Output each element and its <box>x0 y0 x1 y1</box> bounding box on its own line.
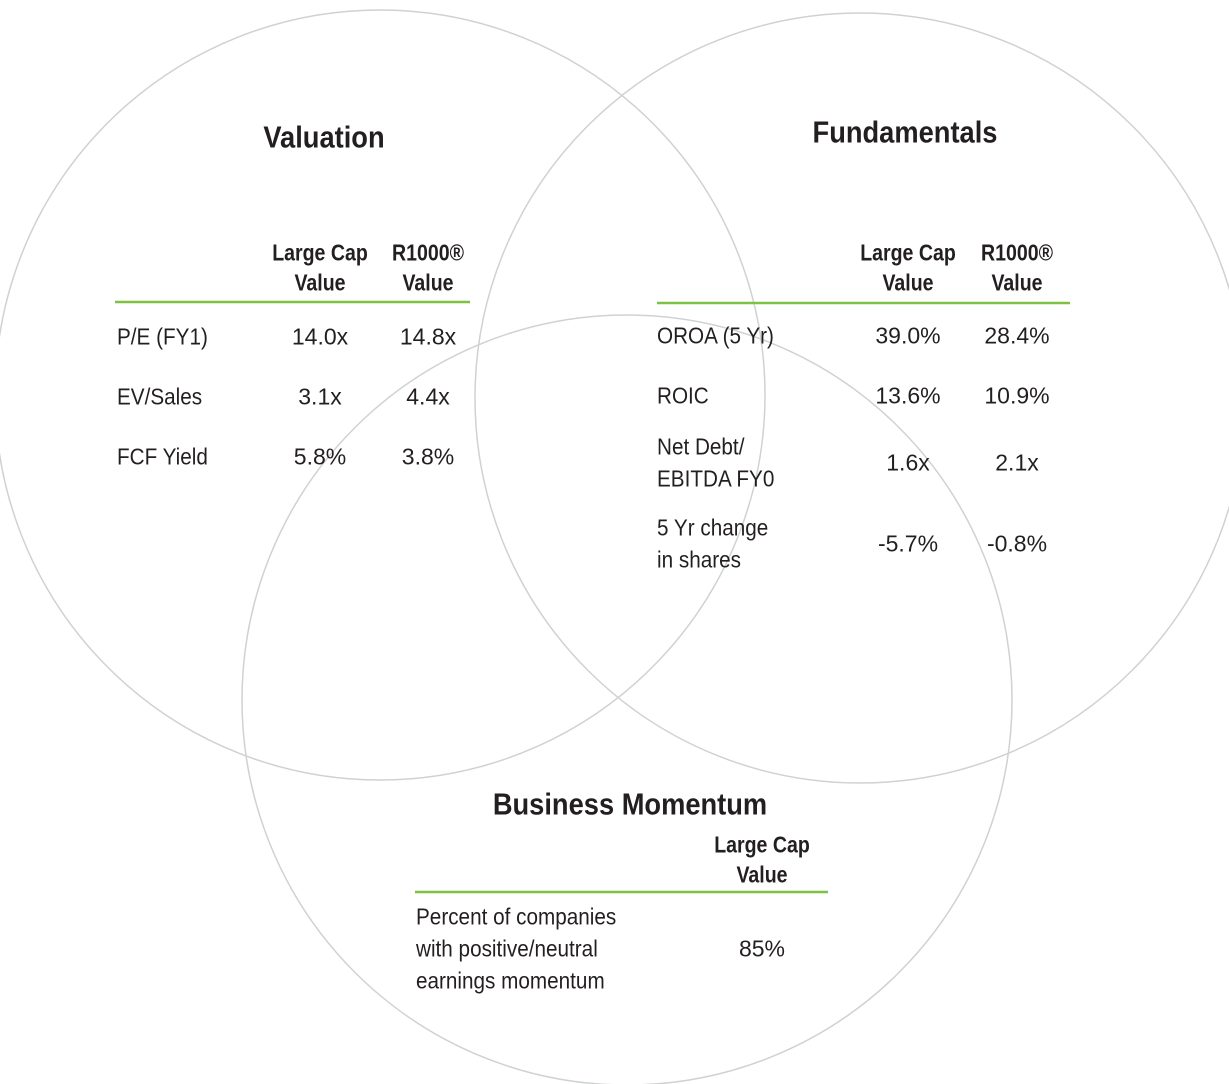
column-header: Value <box>294 269 346 296</box>
cell-value: 85% <box>738 935 786 962</box>
column-header: Value <box>991 269 1043 296</box>
row-label: 5 Yr change <box>657 514 769 541</box>
cell-value: 3.1x <box>298 383 342 410</box>
column-header: Value <box>402 269 454 296</box>
row-label: earnings momentum <box>416 967 605 994</box>
cell-value: 2.1x <box>995 449 1039 476</box>
section-title: Valuation <box>263 119 385 155</box>
cell-value: -0.8% <box>986 530 1048 557</box>
row-label: ROIC <box>657 382 709 409</box>
column-header: Large Cap <box>714 831 810 858</box>
fundamentals-circle <box>474 12 1229 784</box>
row-label: with positive/neutral <box>416 935 598 962</box>
cell-value: 5.8% <box>293 443 347 470</box>
row-label: Net Debt/ <box>657 433 745 460</box>
cell-value: 28.4% <box>984 322 1050 349</box>
column-header: Value <box>882 269 934 296</box>
cell-value: 10.9% <box>984 382 1050 409</box>
row-label: in shares <box>657 546 741 573</box>
valuation-circle <box>0 9 766 781</box>
row-label: EBITDA FY0 <box>657 465 775 492</box>
row-label: Percent of companies <box>416 903 617 930</box>
column-header: Large Cap <box>272 239 368 266</box>
row-label: OROA (5 Yr) <box>657 322 774 349</box>
cell-value: 1.6x <box>886 449 930 476</box>
column-header: Value <box>736 861 788 888</box>
column-header: R1000® <box>980 239 1054 266</box>
cell-value: 39.0% <box>875 322 941 349</box>
momentum-circle <box>241 314 1013 1084</box>
column-header: Large Cap <box>860 239 956 266</box>
cell-value: 4.4x <box>406 383 450 410</box>
cell-value: 14.0x <box>291 323 349 350</box>
cell-value: 3.8% <box>401 443 455 470</box>
column-header: R1000® <box>391 239 465 266</box>
cell-value: 13.6% <box>875 382 941 409</box>
row-label: FCF Yield <box>117 443 208 470</box>
cell-value: -5.7% <box>877 530 939 557</box>
section-title: Fundamentals <box>812 114 998 150</box>
row-label: P/E (FY1) <box>117 323 208 350</box>
section-title: Business Momentum <box>492 786 768 822</box>
row-label: EV/Sales <box>117 383 203 410</box>
cell-value: 14.8x <box>399 323 457 350</box>
